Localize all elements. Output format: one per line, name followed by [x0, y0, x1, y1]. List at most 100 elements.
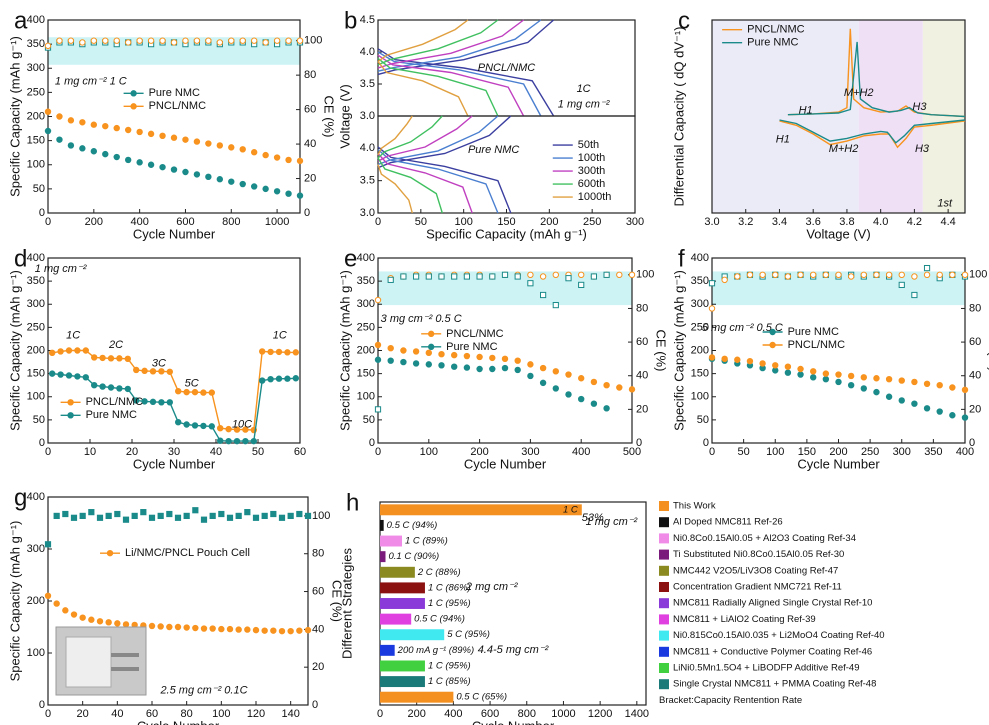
marker	[133, 397, 140, 404]
annotation: 2C	[108, 339, 123, 351]
y-tick-label: 150	[27, 368, 45, 380]
x-tick-label: 50	[738, 446, 750, 458]
x-tick-label: 200	[408, 708, 426, 720]
y-tick-label: 300	[27, 62, 45, 74]
marker	[191, 422, 199, 429]
y2-tick-label: 100	[636, 269, 654, 281]
marker	[74, 347, 81, 354]
y-tick-label: 300	[27, 298, 45, 310]
marker	[270, 510, 277, 518]
legend-label: 600th	[578, 178, 606, 190]
marker	[225, 425, 232, 433]
x-tick-label: 200	[540, 216, 558, 228]
legend-swatch	[659, 533, 669, 544]
x-tick-label: 600	[176, 216, 194, 228]
marker	[205, 37, 212, 44]
x-tick-label: 50	[415, 216, 427, 228]
marker	[193, 37, 201, 44]
x-tick-label: 350	[924, 446, 942, 458]
x-tick-label: 250	[583, 216, 601, 228]
legend-swatch	[659, 582, 669, 592]
marker	[148, 622, 156, 630]
marker	[124, 385, 132, 393]
x-axis-label: Cycle Number	[464, 456, 547, 471]
y2-tick-label: 40	[636, 370, 648, 382]
marker	[262, 185, 269, 193]
x-tick-label: 400	[444, 708, 462, 720]
x-tick-label: 100	[454, 216, 472, 228]
y-tick-label: 300	[357, 298, 375, 310]
y2-tick-label: 20	[969, 403, 981, 415]
marker	[90, 148, 98, 155]
x-tick-label: 400	[130, 216, 148, 228]
y-axis-label: Differential Capacity ( dQ dV⁻¹)	[671, 26, 686, 206]
marker	[708, 305, 716, 312]
marker	[79, 614, 86, 621]
marker	[57, 348, 64, 355]
annotation: 1st	[937, 197, 953, 209]
panel-letter: d	[14, 245, 27, 272]
y-axis-label: Specific Capacity (mAh g⁻¹)	[7, 521, 22, 682]
marker	[923, 271, 931, 279]
marker	[784, 369, 792, 376]
marker	[114, 510, 121, 518]
bar-label: 200 mA g⁻¹ (89%)	[397, 645, 474, 656]
marker	[49, 370, 56, 377]
legend-swatch	[659, 501, 669, 511]
marker	[873, 271, 880, 279]
series-line	[377, 19, 499, 117]
bar	[380, 598, 425, 609]
marker	[183, 421, 190, 428]
x-tick-label: 0	[377, 708, 383, 720]
marker	[116, 355, 123, 362]
annotation: 2 mg cm⁻²	[465, 581, 518, 593]
panel-letter: c	[678, 7, 690, 34]
bar	[380, 644, 395, 656]
annotation: 10C	[232, 418, 252, 430]
legend-label: Pure NMC	[788, 326, 839, 338]
y-tick-label: 100	[27, 391, 45, 403]
x-tick-label: 0	[45, 446, 51, 458]
y-tick-label: 100	[27, 159, 45, 171]
bar	[380, 566, 415, 578]
marker	[218, 625, 225, 633]
marker	[44, 42, 52, 50]
marker	[79, 512, 86, 520]
marker	[911, 400, 918, 407]
x-tick-label: 150	[798, 446, 816, 458]
y-tick-label: 0	[39, 699, 45, 711]
marker	[565, 371, 572, 378]
marker	[911, 291, 918, 299]
y-tick-label: 300	[27, 543, 45, 555]
legend-label: Concentration Gradient NMC721 Ref-11	[673, 582, 842, 593]
annotation: 4.4-5 mg cm⁻²	[478, 644, 549, 656]
panel-letter: f	[678, 245, 685, 272]
marker	[267, 348, 274, 356]
marker	[540, 291, 547, 299]
legend-swatch	[659, 663, 669, 673]
series-line	[377, 115, 473, 214]
marker	[451, 363, 458, 370]
marker	[74, 373, 81, 380]
y-tick-label: 350	[357, 275, 375, 287]
marker	[225, 437, 232, 445]
marker	[218, 510, 225, 518]
marker	[746, 357, 754, 365]
marker	[56, 37, 63, 44]
x-tick-label: 60	[294, 446, 306, 458]
marker	[116, 385, 123, 392]
legend-label: Single Crystal NMC811 + PMMA Coating Ref…	[673, 679, 876, 690]
marker	[183, 512, 190, 520]
x-tick-label: 3.2	[738, 216, 753, 228]
marker	[216, 39, 224, 46]
marker	[136, 37, 143, 44]
series-line	[377, 115, 512, 214]
y2-tick-label: 0	[969, 437, 975, 449]
marker	[113, 37, 120, 44]
marker	[174, 623, 182, 631]
marker	[273, 188, 281, 195]
marker	[259, 348, 266, 355]
marker	[114, 620, 121, 627]
y2-tick-label: 100	[304, 35, 322, 47]
y2-tick-label: 40	[304, 138, 316, 150]
